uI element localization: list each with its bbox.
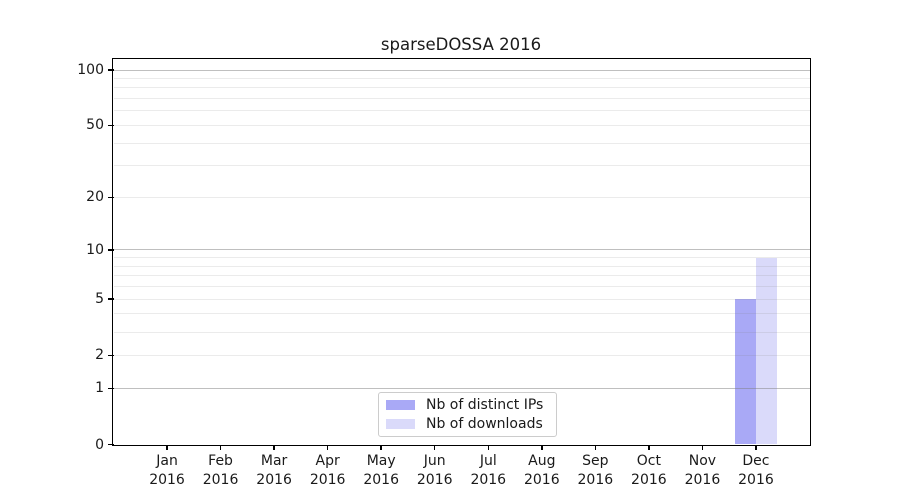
x-tick-label-line: Mar [260, 452, 288, 469]
legend-label-downloads: Nb of downloads [426, 415, 543, 432]
x-tick-label: Oct 2016 [613, 452, 685, 490]
y-gridline-minor [113, 196, 810, 198]
y-tick-label: 100 [77, 62, 104, 79]
x-tick-label-line: 2016 [684, 471, 721, 488]
legend-swatch-distinct-ips [386, 400, 415, 410]
x-tick-label-line: Apr [315, 452, 340, 469]
y-tick [107, 249, 114, 251]
x-tick-label-line: 2016 [577, 471, 614, 488]
y-tick-label: 50 [86, 117, 104, 134]
x-tick-label: Aug 2016 [506, 452, 578, 490]
x-tick-label-line: Aug [528, 452, 556, 469]
x-tick-label-line: Oct [636, 452, 661, 469]
y-gridline-minor [113, 257, 810, 259]
x-tick [380, 444, 382, 450]
y-gridline-minor [113, 265, 810, 267]
x-tick-label-line: 2016 [470, 471, 507, 488]
x-tick-label-line: Jul [479, 452, 497, 469]
x-tick [273, 444, 275, 450]
y-gridline-minor [113, 354, 810, 356]
x-tick [166, 444, 168, 450]
x-tick-label-line: 2016 [363, 471, 399, 488]
y-tick-label: 5 [95, 291, 104, 308]
y-tick-label: 2 [95, 347, 104, 364]
x-tick-label: Jan 2016 [131, 452, 203, 490]
x-tick-label: Mar 2016 [238, 452, 310, 490]
x-tick-label: Dec 2016 [720, 452, 792, 490]
x-tick-label-line: Dec [742, 452, 770, 469]
y-gridline-minor [113, 286, 810, 288]
y-tick-label: 0 [95, 436, 104, 453]
y-gridline-minor [113, 77, 810, 79]
x-tick-label-line: Jan [156, 452, 178, 469]
chart-title: sparseDOSSA 2016 [380, 35, 542, 54]
y-gridline-minor [113, 331, 810, 333]
x-tick [648, 444, 650, 450]
x-tick [433, 444, 436, 450]
y-gridline-major [113, 249, 810, 251]
x-tick-label-line: 2016 [149, 471, 185, 488]
y-gridline-minor [113, 142, 810, 144]
x-tick-label-line: Jun [423, 452, 446, 469]
x-tick [541, 444, 543, 450]
y-gridline-major [113, 69, 810, 71]
y-tick-label: 1 [95, 380, 104, 397]
x-tick-label-line: Feb [208, 452, 233, 469]
y-gridline-minor [113, 165, 810, 167]
y-tick [107, 387, 114, 389]
legend-swatch-downloads [386, 419, 415, 429]
x-tick-label-line: 2016 [202, 471, 239, 488]
y-gridline-minor [113, 110, 810, 112]
x-tick-label-line: 2016 [631, 471, 667, 488]
x-tick-label: Jul 2016 [452, 452, 524, 490]
x-tick-label: Sep 2016 [559, 452, 631, 490]
y-tick [107, 443, 114, 446]
bar-distinct-ips [734, 299, 756, 445]
y-tick-label: 10 [86, 241, 104, 258]
y-tick-label: 20 [86, 189, 104, 206]
x-tick-label-line: 2016 [256, 471, 292, 488]
x-tick-label-line: Sep [582, 452, 609, 469]
y-gridline-minor [113, 313, 810, 315]
y-gridline-minor [113, 275, 810, 277]
x-tick-label-line: 2016 [416, 471, 453, 488]
x-tick-label: Apr 2016 [292, 452, 364, 490]
y-tick [107, 354, 114, 357]
x-tick-label-line: 2016 [523, 471, 560, 488]
x-tick [219, 444, 222, 450]
y-gridline-minor [113, 98, 810, 100]
y-tick [107, 69, 114, 71]
x-tick [755, 444, 757, 450]
legend-item-downloads: Nb of downloads [386, 415, 556, 432]
y-tick [107, 124, 114, 127]
x-tick-label-line: Nov [688, 452, 717, 469]
y-tick [107, 298, 114, 300]
x-tick [487, 444, 490, 450]
x-tick [701, 444, 704, 450]
x-tick-label-line: May [366, 452, 396, 469]
x-tick-label-line: 2016 [309, 471, 346, 488]
y-gridline-minor [113, 124, 810, 126]
x-tick-label: May 2016 [345, 452, 417, 490]
legend-item-distinct-ips: Nb of distinct IPs [386, 396, 556, 413]
y-gridline-major [113, 387, 810, 389]
legend-label-distinct-ips: Nb of distinct IPs [426, 396, 544, 413]
x-tick-label: Feb 2016 [185, 452, 257, 490]
legend: Nb of distinct IPs Nb of downloads [378, 392, 557, 437]
x-tick-label-line: 2016 [738, 471, 774, 488]
x-tick [326, 444, 329, 450]
x-tick [594, 444, 597, 450]
y-tick [107, 196, 114, 199]
x-tick-label: Nov 2016 [666, 452, 738, 490]
y-gridline-minor [113, 87, 810, 89]
bar-downloads [755, 257, 777, 445]
x-tick-label: Jun 2016 [399, 452, 471, 490]
y-gridline-minor [113, 298, 810, 300]
